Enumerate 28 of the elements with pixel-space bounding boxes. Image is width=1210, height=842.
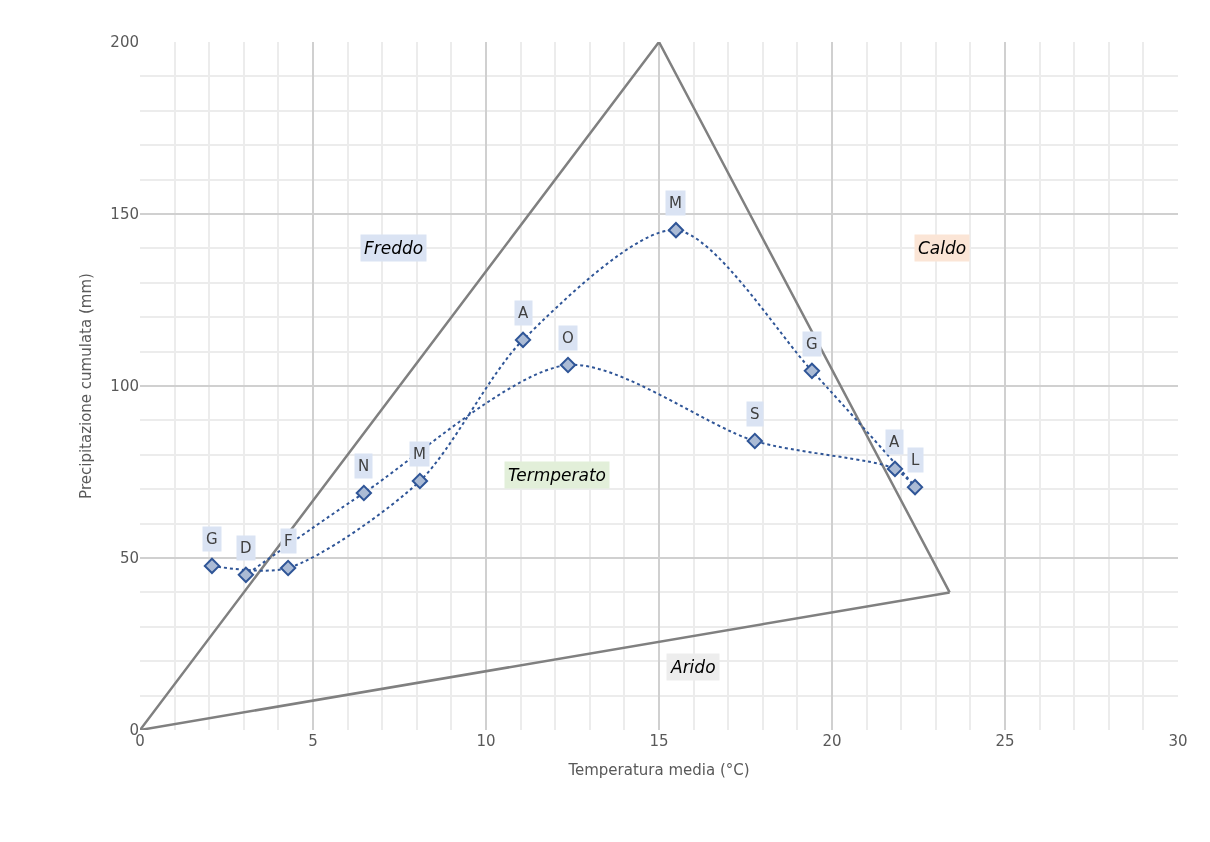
data-label: O xyxy=(562,329,574,347)
annotation: Termperato xyxy=(508,465,607,485)
x-tick-label: 25 xyxy=(995,732,1015,750)
y-tick-label: 200 xyxy=(110,33,139,52)
y-tick-label: 50 xyxy=(119,549,139,568)
annotation: Freddo xyxy=(364,238,424,258)
y-axis-title: Precipitazione cumulata (mm) xyxy=(76,273,95,499)
x-tick-label: 10 xyxy=(476,732,496,750)
y-tick-label: 100 xyxy=(110,377,139,396)
data-label: L xyxy=(911,451,920,469)
data-label: G xyxy=(806,335,818,353)
annotation: Caldo xyxy=(918,238,967,258)
data-label: A xyxy=(889,433,900,451)
annotation: Arido xyxy=(670,657,716,677)
data-label: M xyxy=(413,445,426,463)
data-label: G xyxy=(206,530,218,548)
x-tick-label: 20 xyxy=(822,732,842,750)
data-label: D xyxy=(240,539,252,557)
x-tick-label: 5 xyxy=(308,732,318,750)
data-label: F xyxy=(284,532,293,550)
y-tick-label: 150 xyxy=(110,205,139,224)
data-label: A xyxy=(518,304,529,322)
x-tick-label: 15 xyxy=(649,732,669,750)
data-label: M xyxy=(669,194,682,212)
data-label: N xyxy=(358,457,370,475)
x-axis-title: Temperatura media (°C) xyxy=(567,761,750,779)
x-tick-label: 30 xyxy=(1168,732,1188,750)
data-label: S xyxy=(750,405,760,423)
